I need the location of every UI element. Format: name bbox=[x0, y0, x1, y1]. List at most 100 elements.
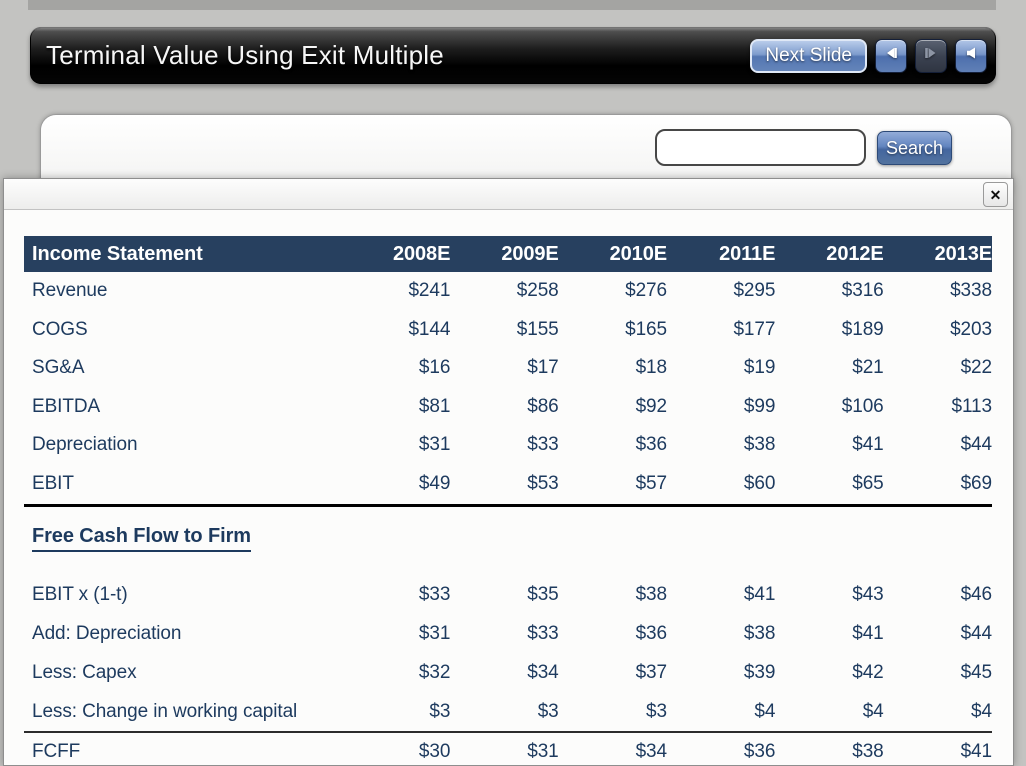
search-input[interactable] bbox=[655, 129, 866, 166]
cell: $38 bbox=[743, 434, 776, 456]
cell: $99 bbox=[743, 395, 776, 417]
cell: $155 bbox=[516, 318, 559, 340]
cell: $144 bbox=[408, 318, 451, 340]
table-row: EBIT $49 $53 $57 $60 $65 $69 bbox=[24, 465, 992, 504]
cell: $241 bbox=[408, 280, 451, 302]
cell: $33 bbox=[527, 622, 559, 644]
cell: $42 bbox=[852, 661, 884, 683]
spacer bbox=[24, 559, 992, 575]
cell: $295 bbox=[733, 280, 776, 302]
cell: $60 bbox=[743, 472, 776, 494]
close-button[interactable]: ✕ bbox=[983, 182, 1008, 207]
player-controls: Next Slide bbox=[750, 38, 987, 73]
column-header: 2010E bbox=[609, 242, 667, 265]
next-slide-button[interactable]: Next Slide bbox=[750, 38, 867, 73]
cell: $33 bbox=[527, 434, 559, 456]
cell: $3 bbox=[537, 700, 559, 722]
cell: $81 bbox=[418, 395, 451, 417]
cell: $36 bbox=[743, 741, 776, 762]
cell: $31 bbox=[418, 434, 451, 456]
cell: $41 bbox=[852, 434, 884, 456]
cell: $34 bbox=[527, 661, 559, 683]
section-divider bbox=[24, 504, 992, 507]
cell: $37 bbox=[635, 661, 668, 683]
table-row: COGS $144 $155 $165 $177 $189 $203 bbox=[24, 311, 992, 350]
cell: $41 bbox=[852, 622, 884, 644]
previous-slide-button[interactable] bbox=[875, 38, 907, 73]
row-label: Depreciation bbox=[32, 434, 138, 456]
forward-slide-button[interactable] bbox=[915, 38, 947, 73]
row-label: EBITDA bbox=[32, 395, 101, 417]
cell: $86 bbox=[527, 395, 559, 417]
row-label: FCFF bbox=[32, 741, 81, 762]
cell: $38 bbox=[852, 741, 884, 762]
skip-back-icon bbox=[883, 45, 899, 66]
column-header: 2013E bbox=[934, 242, 992, 265]
cell: $46 bbox=[960, 583, 993, 605]
cell: $69 bbox=[960, 472, 993, 494]
audio-button[interactable] bbox=[955, 38, 987, 73]
cell: $38 bbox=[743, 622, 776, 644]
player-title-bar: Terminal Value Using Exit Multiple Next … bbox=[30, 27, 996, 84]
cell: $258 bbox=[516, 280, 559, 302]
column-header: 2009E bbox=[501, 242, 559, 265]
column-header: 2008E bbox=[392, 242, 451, 265]
cell: $53 bbox=[527, 472, 559, 494]
row-label: SG&A bbox=[32, 357, 85, 379]
cell: $113 bbox=[951, 395, 993, 417]
cell: $3 bbox=[429, 700, 451, 722]
popup-panel: ✕ bbox=[3, 178, 1014, 766]
slide-title: Terminal Value Using Exit Multiple bbox=[46, 40, 444, 70]
cell: $41 bbox=[960, 741, 993, 762]
section-title: Free Cash Flow to Firm bbox=[32, 525, 251, 552]
table-row: EBITDA $81 $86 $92 $99 $106 $113 bbox=[24, 388, 992, 427]
cell: $38 bbox=[635, 583, 668, 605]
cell: $4 bbox=[971, 700, 992, 722]
table-row: SG&A $16 $17 $18 $19 $21 $22 bbox=[24, 349, 992, 388]
column-header: 2011E bbox=[719, 242, 776, 265]
row-label: Less: Capex bbox=[32, 661, 137, 683]
cell: $92 bbox=[635, 395, 668, 417]
table-total-row: FCFF $30 $31 $34 $36 $38 $41 bbox=[24, 733, 992, 766]
close-icon: ✕ bbox=[989, 186, 1002, 203]
total-divider bbox=[24, 731, 992, 733]
cell: $106 bbox=[841, 395, 884, 417]
cell: $49 bbox=[418, 472, 451, 494]
cell: $22 bbox=[960, 357, 993, 379]
search-button[interactable]: Search bbox=[877, 131, 952, 165]
table-row: Less: Change in working capital $3 $3 $3… bbox=[24, 692, 992, 731]
section-heading-row: Free Cash Flow to Firm bbox=[24, 507, 992, 559]
table-title: Income Statement bbox=[32, 242, 203, 265]
cell: $203 bbox=[950, 318, 992, 340]
cell: $4 bbox=[862, 700, 884, 722]
skip-forward-icon bbox=[923, 45, 939, 66]
cell: $36 bbox=[635, 434, 668, 456]
cell: $189 bbox=[841, 318, 884, 340]
cell: $276 bbox=[625, 280, 667, 302]
row-label: EBIT x (1-t) bbox=[32, 583, 128, 605]
row-label: EBIT bbox=[32, 472, 74, 494]
cell: $4 bbox=[754, 700, 776, 722]
row-label: Less: Change in working capital bbox=[32, 700, 298, 722]
cell: $338 bbox=[950, 280, 992, 302]
cell: $43 bbox=[852, 583, 884, 605]
cell: $16 bbox=[418, 357, 451, 379]
popup-titlebar: ✕ bbox=[4, 179, 1013, 210]
cell: $165 bbox=[625, 318, 667, 340]
cell: $39 bbox=[743, 661, 776, 683]
cell: $41 bbox=[743, 583, 776, 605]
table-header-row: Income Statement 2008E 2009E 2010E 2011E… bbox=[24, 236, 992, 272]
cell: $17 bbox=[527, 357, 559, 379]
cell: $33 bbox=[418, 583, 451, 605]
cell: $316 bbox=[841, 280, 884, 302]
speaker-icon bbox=[963, 45, 979, 66]
table-row: Depreciation $31 $33 $36 $38 $41 $44 bbox=[24, 426, 992, 465]
table-row: Less: Capex $32 $34 $37 $39 $42 $45 bbox=[24, 653, 992, 692]
cell: $45 bbox=[960, 661, 993, 683]
cell: $31 bbox=[418, 622, 451, 644]
cell: $36 bbox=[635, 622, 668, 644]
cell: $34 bbox=[635, 741, 668, 762]
cell: $3 bbox=[646, 700, 667, 722]
row-label: COGS bbox=[32, 318, 88, 340]
cell: $21 bbox=[852, 357, 884, 379]
